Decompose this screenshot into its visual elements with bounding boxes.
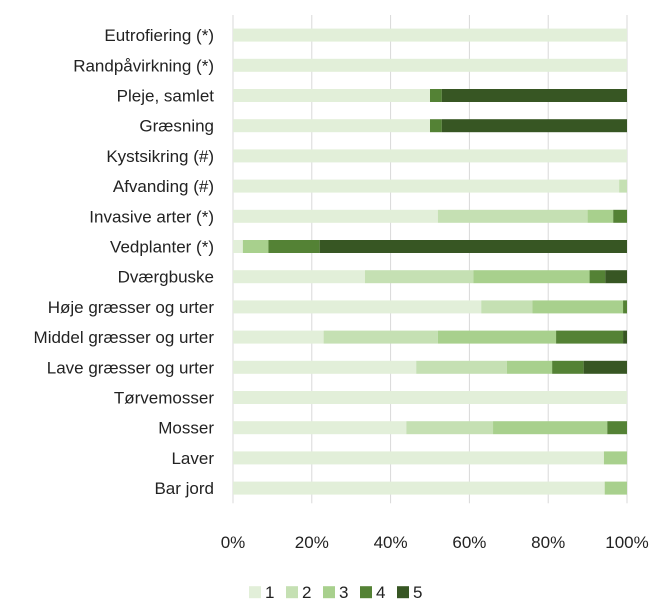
bar-segment-series-2 xyxy=(416,360,507,374)
bar-segment-series-2 xyxy=(437,209,588,223)
category-label: Mosser xyxy=(158,419,214,438)
bar-segment-series-1 xyxy=(233,28,627,42)
category-label: Invasive arter (*) xyxy=(89,207,214,226)
bar-segment-series-3 xyxy=(603,451,627,465)
category-label: Bar jord xyxy=(154,479,214,498)
bar-segment-series-1 xyxy=(233,270,365,284)
bar-segment-series-1 xyxy=(233,300,482,314)
category-label: Kystsikring (#) xyxy=(106,147,214,166)
bar-segment-series-3 xyxy=(587,209,614,223)
category-label: Tørvemosser xyxy=(114,389,214,408)
legend-swatch xyxy=(397,586,409,599)
category-label: Lave græsser og urter xyxy=(47,358,215,377)
x-tick-label: 40% xyxy=(374,533,408,552)
bar-segment-series-1 xyxy=(233,330,324,344)
bar-segment-series-4 xyxy=(607,421,627,435)
bar-segment-series-1 xyxy=(233,391,627,404)
bar-segment-series-3 xyxy=(493,421,608,435)
category-labels: Eutrofiering (*) Randpåvirkning (*) Pleje,… xyxy=(34,26,215,498)
bar-segment-series-3 xyxy=(506,360,553,374)
bar-segment-series-1 xyxy=(233,451,604,465)
legend-swatch xyxy=(323,586,335,599)
category-label: Pleje, samlet xyxy=(117,87,215,106)
bar-segment-series-4 xyxy=(623,300,627,314)
category-label: Høje græsser og urter xyxy=(48,298,215,317)
bar-segment-series-5 xyxy=(441,119,627,133)
bar-segment-series-3 xyxy=(242,240,269,253)
legend-label: 3 xyxy=(339,583,348,600)
bar-segment-series-1 xyxy=(233,179,620,193)
bar-segment-series-4 xyxy=(613,209,627,223)
category-label: Randpåvirkning (*) xyxy=(73,56,214,75)
bar-segment-series-1 xyxy=(233,58,627,72)
bar-segment-series-2 xyxy=(619,179,627,193)
x-axis-tick-labels: 0% 20% 40% 60% 80% 100% xyxy=(221,533,649,552)
legend-label: 2 xyxy=(302,583,311,600)
x-tick-label: 0% xyxy=(221,533,246,552)
bar-segment-series-3 xyxy=(437,330,557,344)
bar-segment-series-2 xyxy=(323,330,438,344)
bar-segment-series-1 xyxy=(233,89,430,102)
bar-segment-series-1 xyxy=(233,240,243,253)
bar-segment-series-3 xyxy=(532,300,624,314)
bar-segment-series-3 xyxy=(604,481,627,495)
category-label: Eutrofiering (*) xyxy=(104,26,214,45)
bar-segment-series-4 xyxy=(430,89,442,102)
legend-swatch xyxy=(360,586,372,599)
bar-segment-series-4 xyxy=(556,330,624,344)
bar-segment-series-5 xyxy=(605,270,627,284)
bar-segment-series-3 xyxy=(473,270,590,284)
legend-label: 5 xyxy=(413,583,422,600)
bar-segment-series-1 xyxy=(233,209,438,223)
bar-segment-series-4 xyxy=(430,119,442,133)
bar-segment-series-1 xyxy=(233,360,417,374)
bar-segment-series-5 xyxy=(583,360,627,374)
bar-segment-series-2 xyxy=(364,270,474,284)
bar-segment-series-1 xyxy=(233,119,430,133)
bars xyxy=(233,28,627,495)
x-tick-label: 80% xyxy=(531,533,565,552)
category-label: Græsning xyxy=(139,117,214,136)
bar-segment-series-1 xyxy=(233,149,627,163)
bar-segment-series-5 xyxy=(623,330,627,344)
bar-segment-series-4 xyxy=(589,270,606,284)
category-label: Laver xyxy=(171,449,214,468)
legend-swatch xyxy=(249,586,261,599)
category-label: Middel græsser og urter xyxy=(34,328,215,347)
bar-segment-series-4 xyxy=(268,240,320,253)
bar-segment-series-5 xyxy=(319,240,627,253)
bar-segment-series-4 xyxy=(552,360,584,374)
bar-segment-series-2 xyxy=(406,421,494,435)
bar-segment-series-2 xyxy=(481,300,533,314)
legend: 1 2 3 4 5 xyxy=(249,583,422,602)
category-label: Dværgbuske xyxy=(118,268,214,287)
bar-segment-series-1 xyxy=(233,481,605,495)
x-tick-label: 100% xyxy=(605,533,648,552)
category-label: Vedplanter (*) xyxy=(110,238,214,257)
x-tick-label: 60% xyxy=(452,533,486,552)
legend-label: 1 xyxy=(265,583,274,600)
bar-segment-series-1 xyxy=(233,421,407,435)
legend-label: 4 xyxy=(376,583,385,600)
category-label: Afvanding (#) xyxy=(113,177,214,196)
bar-segment-series-5 xyxy=(441,89,627,102)
x-tick-label: 20% xyxy=(295,533,329,552)
legend-swatch xyxy=(286,586,298,599)
